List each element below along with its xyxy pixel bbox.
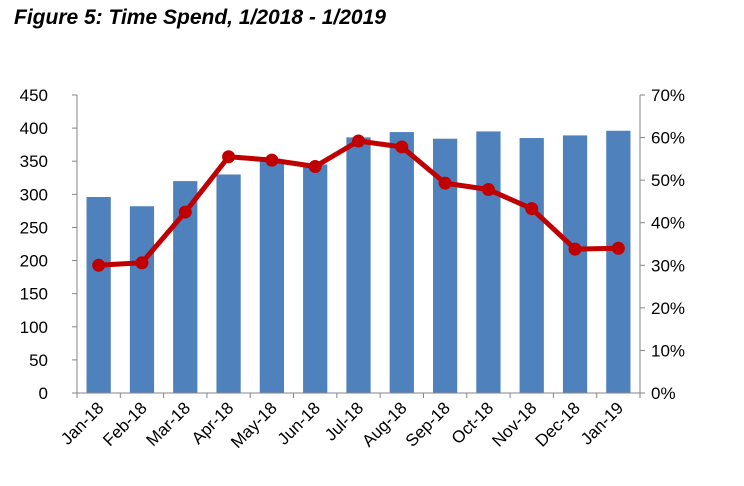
line-point-Dec-18 bbox=[568, 242, 582, 256]
bar-series bbox=[86, 130, 631, 394]
x-axis-tick-labels: Jan-18Feb-18Mar-18Apr-18May-18Jun-18Jul-… bbox=[57, 398, 627, 452]
bar-Dec-18 bbox=[562, 135, 588, 393]
bar-May-18 bbox=[259, 161, 285, 393]
x-tick-label: Feb-18 bbox=[99, 398, 151, 450]
right-tick-label: 60% bbox=[651, 129, 685, 148]
right-tick-label: 50% bbox=[651, 171, 685, 190]
bar-Feb-18 bbox=[129, 206, 155, 393]
line-point-Jan-18 bbox=[92, 258, 106, 272]
left-tick-label: 100 bbox=[20, 318, 48, 337]
x-tick-label: Jun-18 bbox=[274, 398, 324, 448]
line-point-Sep-18 bbox=[438, 176, 452, 190]
x-tick-label: Dec-18 bbox=[532, 398, 584, 450]
x-tick-label: Nov-18 bbox=[488, 398, 540, 450]
x-tick-label: May-18 bbox=[227, 398, 281, 452]
left-tick-label: 300 bbox=[20, 185, 48, 204]
right-axis-tick-labels: 0% 10% 20% 30% 40% 50% 60% 70% bbox=[651, 86, 685, 403]
line-point-Aug-18 bbox=[395, 140, 409, 154]
right-tick-label: 70% bbox=[651, 86, 685, 105]
line-point-Jul-18 bbox=[352, 134, 365, 148]
left-tick-label: 450 bbox=[20, 86, 48, 105]
right-tick-label: 10% bbox=[651, 341, 685, 360]
left-tick-label: 200 bbox=[20, 252, 48, 271]
line-point-Oct-18 bbox=[481, 183, 495, 197]
bar-Aug-18 bbox=[389, 132, 414, 393]
bar-Jun-18 bbox=[303, 164, 328, 393]
line-point-Nov-18 bbox=[525, 202, 539, 216]
line-point-May-18 bbox=[265, 153, 279, 167]
bar-Jan-19 bbox=[606, 130, 631, 393]
left-tick-label: 250 bbox=[20, 218, 48, 237]
line-point-Jun-18 bbox=[308, 160, 322, 174]
x-tick-label: Jan-19 bbox=[577, 398, 627, 448]
left-tick-label: 50 bbox=[29, 351, 48, 370]
right-tick-label: 20% bbox=[651, 299, 685, 318]
bar-Jan-18 bbox=[86, 196, 111, 393]
chart-axes bbox=[72, 94, 645, 398]
x-tick-label: Aug-18 bbox=[358, 398, 410, 450]
bar-Apr-18 bbox=[216, 174, 241, 393]
right-tick-label: 40% bbox=[651, 214, 685, 233]
left-tick-label: 400 bbox=[20, 119, 48, 138]
figure-title: Figure 5: Time Spend, 1/2018 - 1/2019 bbox=[14, 6, 386, 29]
right-tick-label: 30% bbox=[651, 256, 685, 275]
bar-Oct-18 bbox=[476, 131, 501, 394]
x-tick-label: Sep-18 bbox=[402, 398, 454, 450]
left-tick-label: 0 bbox=[39, 384, 48, 403]
x-tick-label: Mar-18 bbox=[143, 398, 195, 450]
x-tick-label: Jan-18 bbox=[57, 398, 107, 448]
line-point-Feb-18 bbox=[135, 256, 149, 270]
line-point-Mar-18 bbox=[178, 205, 192, 219]
right-tick-label: 0% bbox=[651, 384, 676, 403]
line-point-Apr-18 bbox=[222, 150, 236, 164]
left-tick-label: 350 bbox=[20, 152, 48, 171]
left-tick-label: 150 bbox=[20, 285, 48, 304]
bar-Nov-18 bbox=[519, 138, 544, 393]
bar-Jul-18 bbox=[346, 137, 371, 393]
line-series bbox=[92, 134, 625, 272]
line-point-Jan-19 bbox=[611, 241, 625, 255]
left-axis-tick-labels: 0 50 100 150 200 250 300 350 400 450 bbox=[20, 86, 48, 403]
x-tick-label: Oct-18 bbox=[448, 398, 498, 448]
